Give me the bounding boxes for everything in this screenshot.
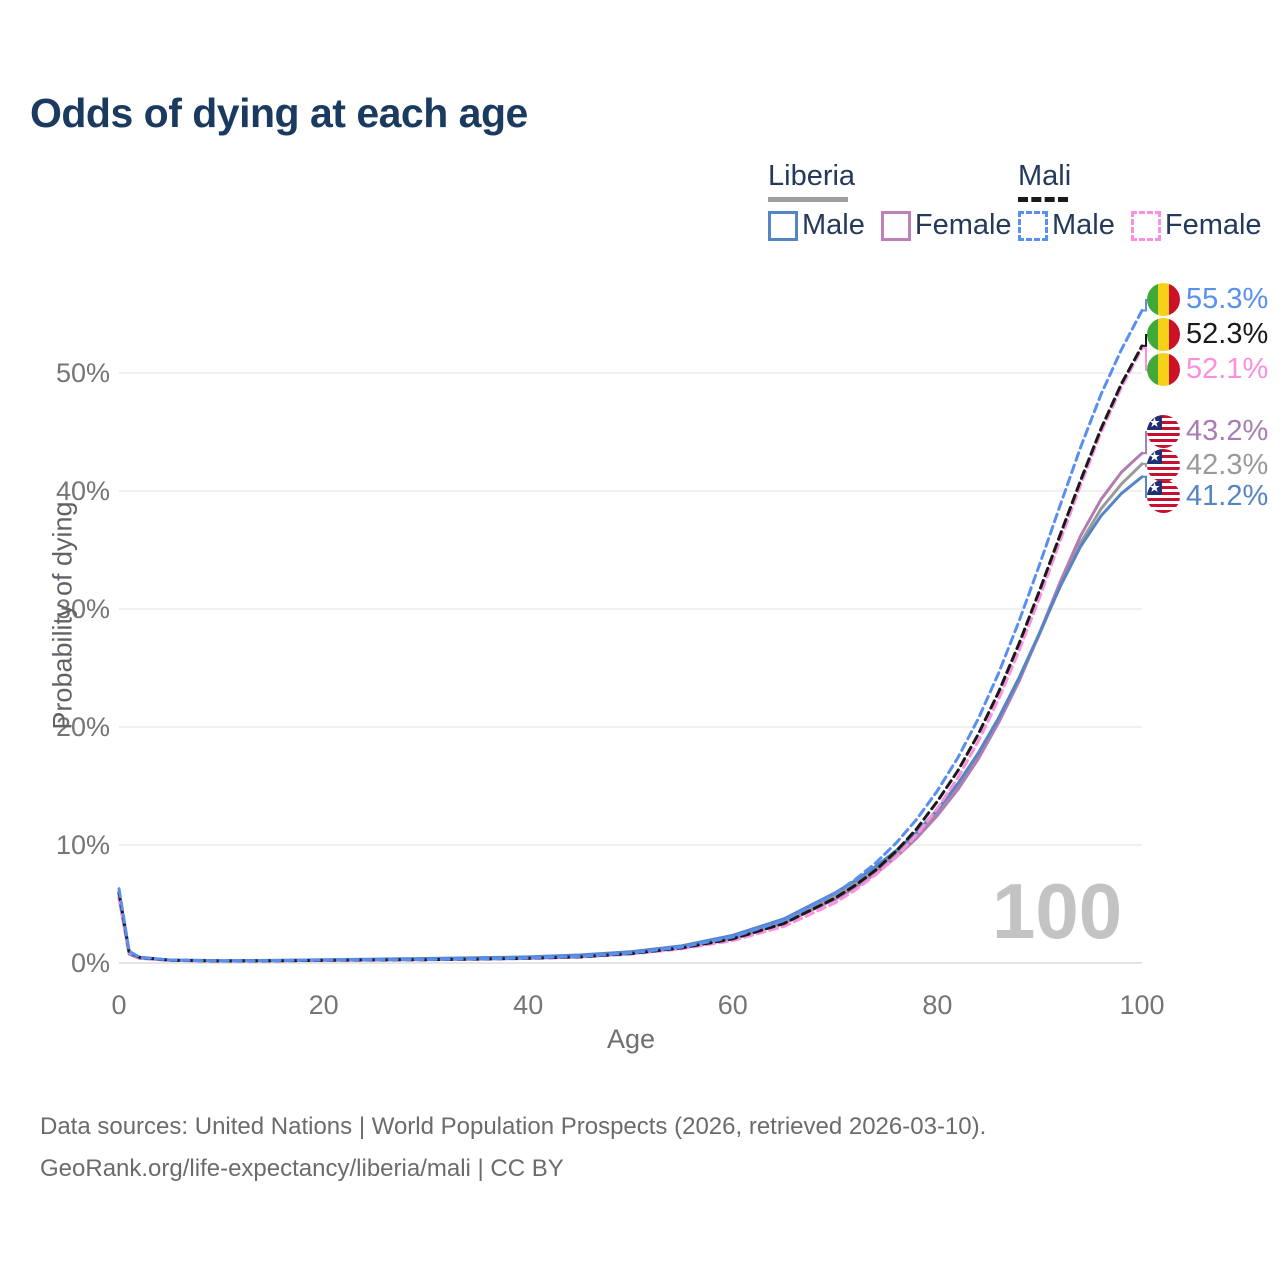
footer-data-sources: Data sources: United Nations | World Pop… (40, 1113, 987, 1140)
legend-item-label: Female (1164, 209, 1262, 241)
mali-female-swatch-icon (1130, 210, 1161, 241)
end-label-value: 55.3% (1186, 283, 1269, 315)
watermark-age-counter: 100 (992, 867, 1123, 955)
y-tick-label: 40% (56, 476, 110, 506)
x-tick-label: 80 (922, 990, 952, 1020)
legend-item-label: Female (914, 209, 1012, 241)
liberia-male-swatch-icon (768, 210, 798, 241)
end-label-value: 42.3% (1186, 449, 1269, 481)
series-line-mali_both (117, 344, 1144, 963)
liberia-flag-icon (1147, 449, 1180, 482)
mali-flag-icon (1147, 318, 1180, 351)
end-label-liberia-both: 42.3% (1147, 449, 1268, 482)
y-tick-label: 0% (71, 948, 110, 978)
footer: Data sources: United Nations | World Pop… (40, 1106, 986, 1190)
x-tick-label: 20 (309, 990, 339, 1020)
end-label-value: 52.1% (1186, 353, 1269, 385)
series-line-mali_female (117, 346, 1144, 963)
mali-flag-icon (1147, 353, 1180, 386)
x-axis-title: Age (606, 1024, 656, 1054)
legend-country-liberia[interactable]: Liberia (768, 160, 856, 192)
legend-group-mali: Mali Male Female (1018, 160, 1262, 242)
end-label-mali-both: 52.3% (1147, 318, 1268, 351)
liberia-flag-icon (1147, 480, 1180, 513)
legend-country-mali[interactable]: Mali (1018, 160, 1072, 192)
x-tick-label: 100 (1119, 990, 1164, 1020)
x-tick-label: 0 (111, 990, 126, 1020)
legend-item-label: Male (1052, 209, 1115, 241)
liberia-female-swatch-icon (880, 210, 911, 241)
end-label-value: 43.2% (1186, 415, 1269, 447)
y-axis-title: Probability of dying (47, 501, 78, 730)
mali-flag-icon (1147, 283, 1180, 316)
end-label-liberia-female: 43.2% (1147, 415, 1268, 448)
series-line-mali_male (117, 309, 1144, 963)
end-label-value: 52.3% (1186, 318, 1269, 350)
legend-liberia-line-style (768, 197, 848, 202)
end-label-value: 41.2% (1186, 480, 1269, 512)
y-tick-label: 10% (56, 830, 110, 860)
legend-item-liberia-male[interactable]: Male (768, 209, 865, 242)
y-tick-label: 20% (56, 712, 110, 742)
legend-mali-line-style (1018, 197, 1068, 202)
page-title: Odds of dying at each age (30, 90, 528, 136)
mali-male-swatch-icon (1018, 210, 1048, 241)
legend-item-mali-male[interactable]: Male (1018, 209, 1115, 242)
end-label-mali-female: 52.1% (1147, 353, 1268, 386)
x-tick-label: 60 (718, 990, 748, 1020)
legend-item-liberia-female[interactable]: Female (880, 209, 1012, 242)
end-label-liberia-male: 41.2% (1147, 480, 1268, 513)
legend-item-mali-female[interactable]: Female (1130, 209, 1262, 242)
liberia-flag-icon (1147, 415, 1180, 448)
end-label-mali-male: 55.3% (1147, 283, 1268, 316)
footer-attribution: GeoRank.org/life-expectancy/liberia/mali… (40, 1155, 564, 1182)
y-tick-label: 50% (56, 358, 110, 388)
series-line-liberia_female (117, 451, 1144, 963)
y-tick-label: 30% (56, 594, 110, 624)
legend-group-liberia: Liberia Male Female (768, 160, 1012, 242)
legend-item-label: Male (802, 209, 865, 241)
x-tick-label: 40 (513, 990, 543, 1020)
